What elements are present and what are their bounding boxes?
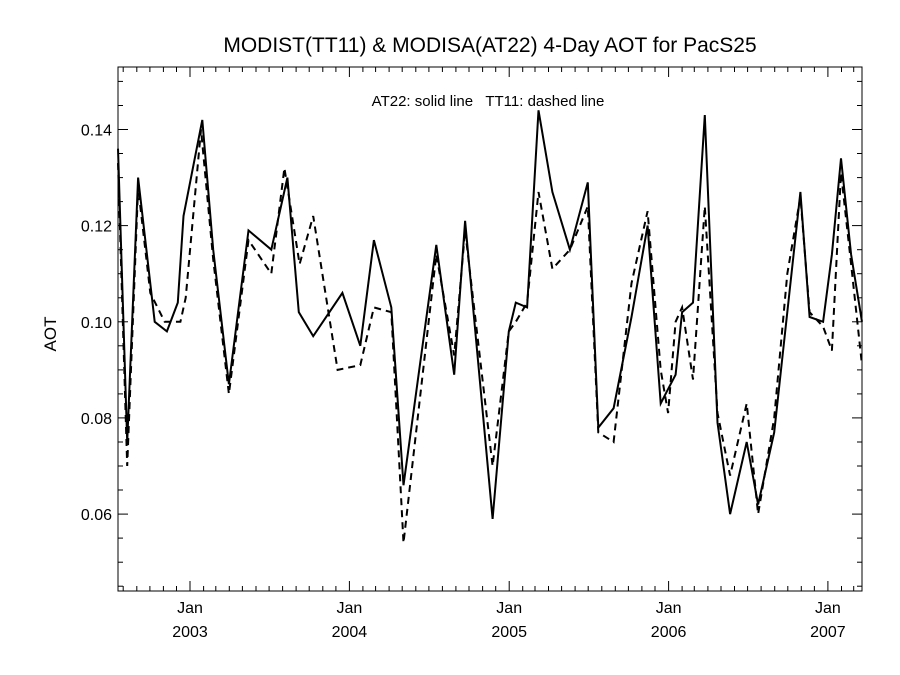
x-tick-month-label: Jan: [337, 600, 363, 617]
y-tick-label: 0.06: [81, 507, 112, 524]
x-tick-month-label: Jan: [496, 600, 522, 617]
series-line-tt11: [117, 129, 863, 544]
x-tick-year-label: 2003: [172, 624, 208, 641]
x-tick-year-label: 2006: [651, 624, 687, 641]
x-tick-month-label: Jan: [656, 600, 682, 617]
tick-labels: 0.06 0.08 0.10 0.12 0.14 Jan 2003 Jan 2004 Jan 200…: [81, 123, 846, 642]
y-tick-label: 0.08: [81, 411, 112, 428]
y-tick-label: 0.12: [81, 219, 112, 236]
y-axis-label: AOT: [41, 317, 60, 352]
y-tick-label: 0.14: [81, 123, 112, 140]
x-tick-year-label: 2007: [810, 624, 846, 641]
x-tick-year-label: 2005: [491, 624, 527, 641]
y-tick-label: 0.10: [81, 315, 112, 332]
chart-title: MODIST(TT11) & MODISA(AT22) 4-Day AOT fo…: [223, 34, 756, 57]
x-tick-month-label: Jan: [815, 600, 841, 617]
series-lines: [117, 110, 863, 544]
axis-ticks: [118, 67, 862, 591]
series-style-note: AT22: solid line TT11: dashed line: [372, 93, 605, 110]
series-line-at22: [117, 110, 863, 519]
x-tick-month-label: Jan: [177, 600, 203, 617]
plot-frame: [117, 66, 863, 592]
x-tick-year-label: 2004: [332, 624, 368, 641]
